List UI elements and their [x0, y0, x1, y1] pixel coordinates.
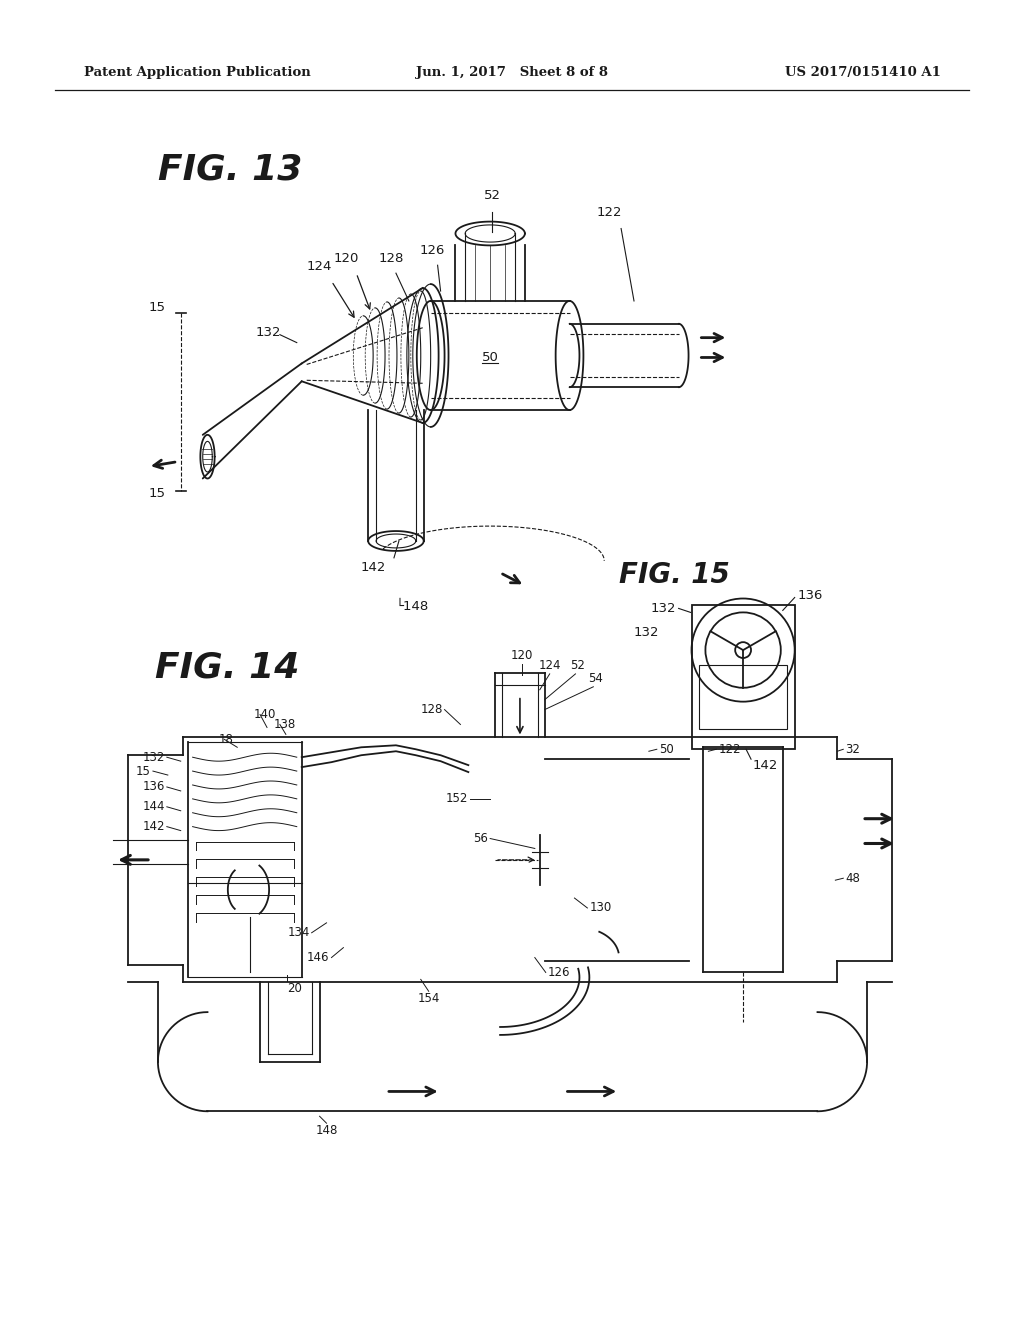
Text: 132: 132 — [255, 326, 281, 339]
Text: 136: 136 — [142, 780, 165, 793]
Text: 20: 20 — [287, 982, 302, 995]
Text: 130: 130 — [590, 902, 611, 915]
Text: 48: 48 — [845, 871, 860, 884]
Text: 148: 148 — [315, 1125, 338, 1138]
Text: 146: 146 — [307, 950, 330, 964]
Text: 138: 138 — [274, 718, 296, 731]
Text: 122: 122 — [718, 743, 740, 756]
Text: 120: 120 — [511, 649, 534, 663]
Text: 142: 142 — [142, 820, 165, 833]
Text: Jun. 1, 2017   Sheet 8 of 8: Jun. 1, 2017 Sheet 8 of 8 — [416, 66, 608, 79]
Text: 132: 132 — [142, 751, 165, 764]
Text: 140: 140 — [254, 708, 276, 721]
Text: └148: └148 — [396, 601, 429, 614]
Text: 142: 142 — [360, 561, 386, 574]
Text: 120: 120 — [334, 252, 359, 265]
Text: FIG. 14: FIG. 14 — [155, 649, 299, 684]
Text: 50: 50 — [658, 743, 674, 756]
Text: 54: 54 — [588, 672, 603, 685]
Text: 132: 132 — [633, 626, 658, 639]
Text: 15: 15 — [148, 301, 166, 314]
Text: FIG. 13: FIG. 13 — [158, 152, 302, 186]
Text: 126: 126 — [548, 966, 570, 979]
Text: 154: 154 — [418, 993, 440, 1006]
Text: 18: 18 — [218, 733, 233, 746]
Text: 124: 124 — [307, 260, 332, 273]
Text: 126: 126 — [420, 244, 445, 257]
Text: 15: 15 — [136, 764, 151, 777]
Text: US 2017/0151410 A1: US 2017/0151410 A1 — [784, 66, 940, 79]
Text: 124: 124 — [539, 659, 561, 672]
Text: 56: 56 — [473, 832, 488, 845]
Text: 134: 134 — [288, 927, 309, 940]
Text: 136: 136 — [798, 589, 823, 602]
Text: 144: 144 — [142, 800, 165, 813]
Text: 52: 52 — [570, 659, 585, 672]
Text: 152: 152 — [446, 792, 468, 805]
Text: 32: 32 — [845, 743, 860, 756]
Text: 128: 128 — [420, 704, 442, 715]
Bar — [699, 665, 786, 730]
Text: 122: 122 — [596, 206, 622, 219]
Text: Patent Application Publication: Patent Application Publication — [84, 66, 310, 79]
Text: 50: 50 — [481, 351, 499, 364]
Text: 132: 132 — [650, 602, 676, 615]
Text: 128: 128 — [378, 252, 403, 265]
Text: 52: 52 — [483, 189, 501, 202]
Text: FIG. 15: FIG. 15 — [620, 561, 730, 589]
Text: 142: 142 — [753, 759, 778, 772]
Bar — [691, 606, 795, 750]
Text: 15: 15 — [148, 487, 166, 500]
